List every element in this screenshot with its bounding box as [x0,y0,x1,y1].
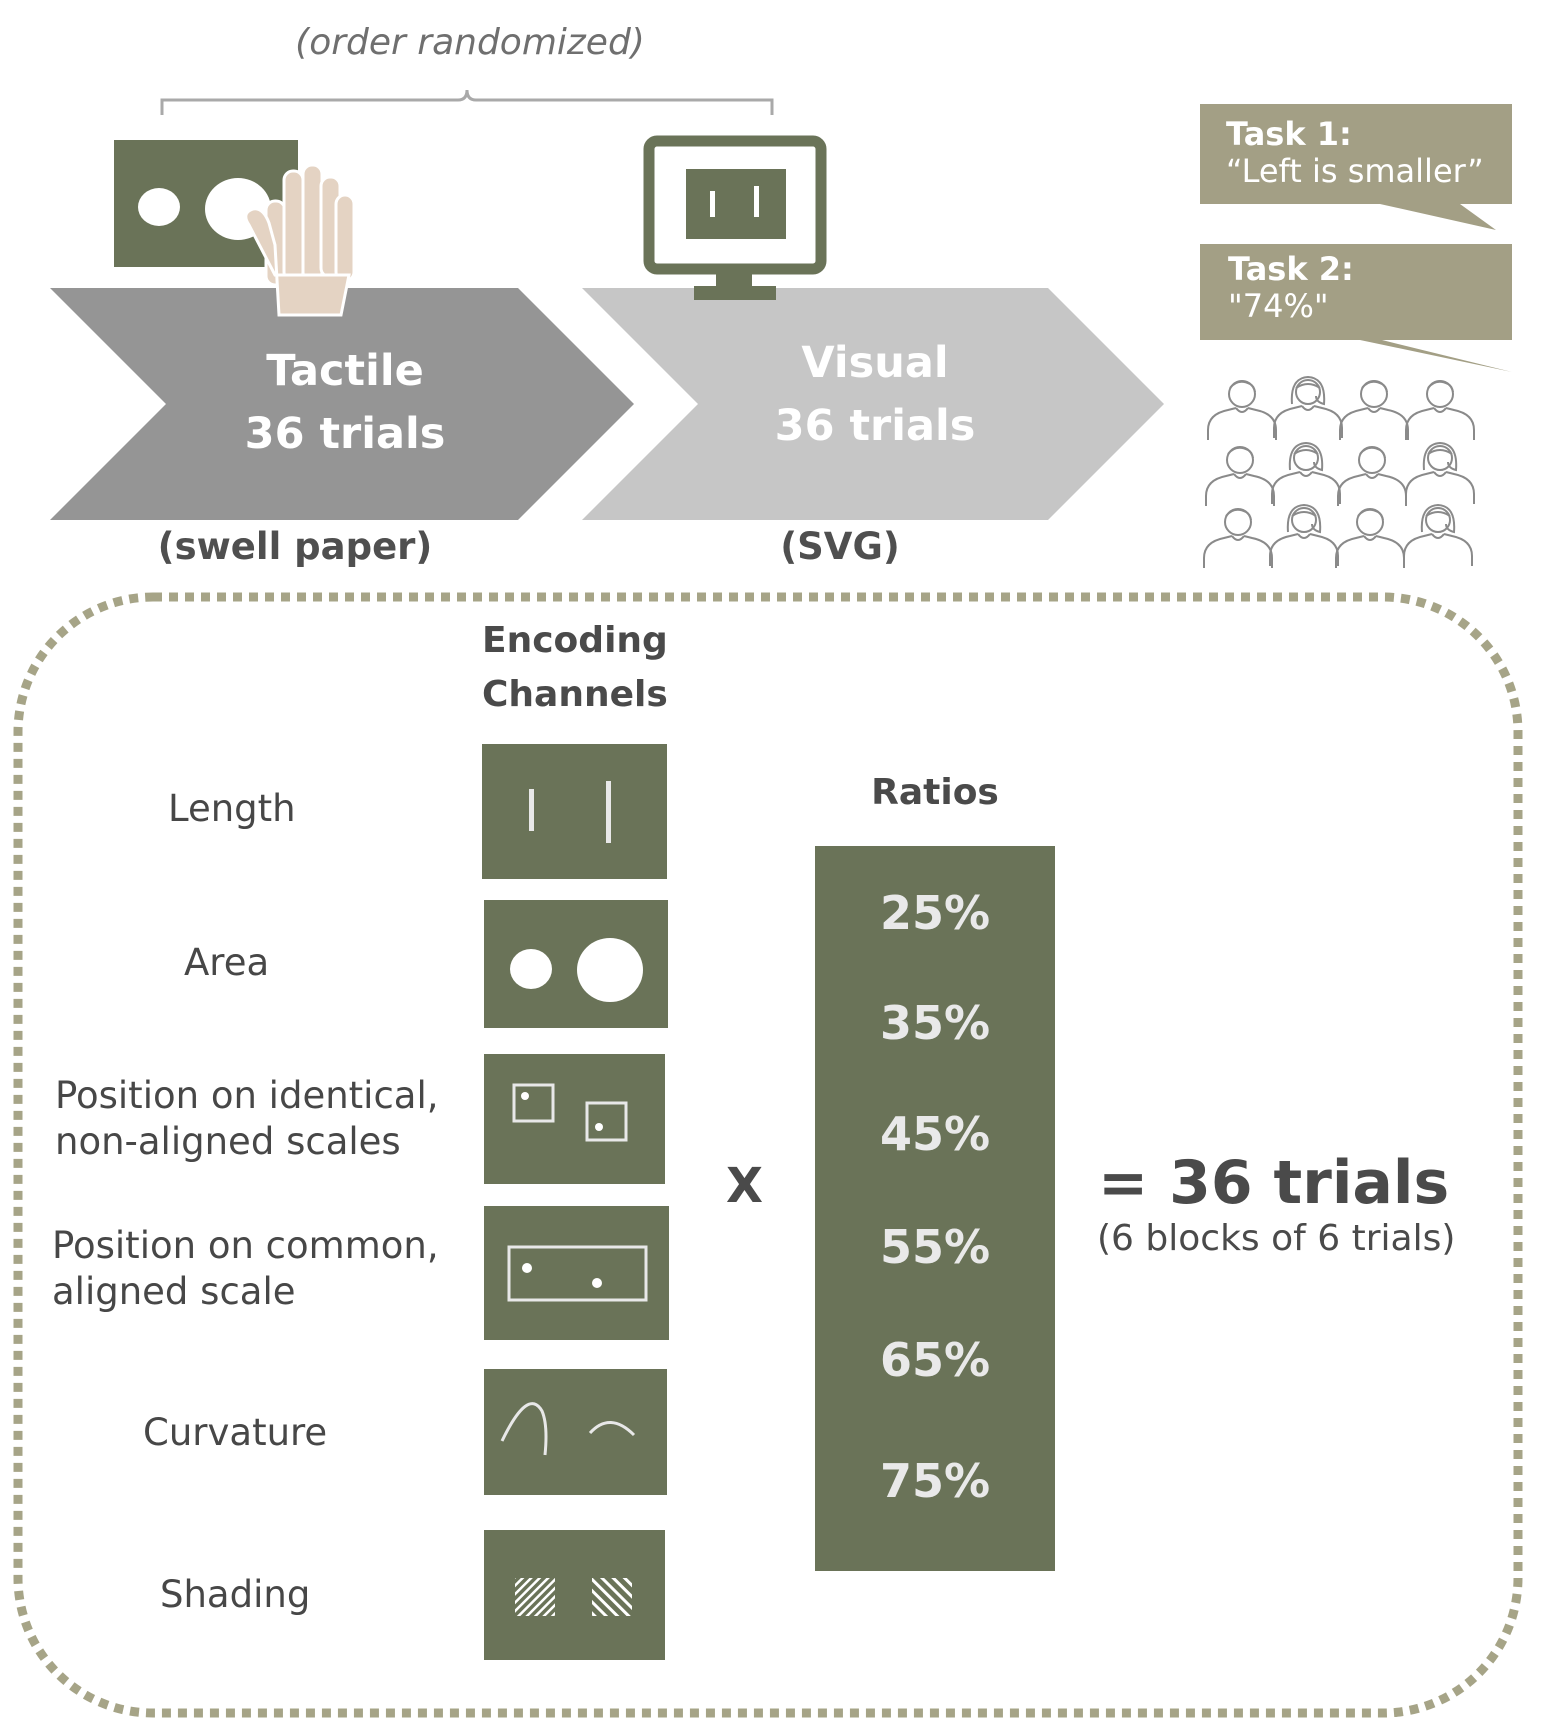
position-nonaligned-line2: non-aligned scales [55,1120,401,1163]
small-circle-icon [138,188,180,226]
ratio-value: 25% [879,886,991,940]
encoding-heading-line2: Channels [482,674,668,715]
tactile-arrow [50,288,634,520]
task-1-answer: “Left is smaller” [1226,152,1484,190]
ratios-heading: Ratios [871,772,999,813]
ratio-value: 35% [879,996,991,1050]
encoding-channels-heading: Encoding Channels [482,614,702,722]
channel-label-length: Length [168,787,296,830]
ratio-value: 55% [879,1220,991,1274]
channel-label-area: Area [184,941,270,984]
task-2-text: Task 2: "74%" [1228,251,1518,325]
ratios-panel: 25% 35% 45% 55% 65% 75% [815,846,1055,1571]
condition-arrows [50,288,1164,520]
position-aligned-icon [484,1206,669,1340]
visual-title: Visual [801,338,949,388]
ratio-value: 45% [879,1107,991,1161]
monitor-icon [643,135,827,300]
result-breakdown: (6 blocks of 6 trials) [1097,1218,1456,1259]
tactile-arrow-label: Tactile 36 trials [210,340,480,466]
task-1-text: Task 1: “Left is smaller” [1226,116,1516,190]
position-nonaligned-line1: Position on identical, [55,1074,439,1117]
result-total: = 36 trials [1098,1148,1450,1218]
encoding-heading-line1: Encoding [482,620,668,661]
task-1-title: Task 1: [1226,115,1352,153]
length-icon [482,744,667,879]
position-aligned-line2: aligned scale [52,1270,296,1313]
tactile-trials: 36 trials [244,409,446,459]
ratio-value: 75% [879,1454,991,1508]
visual-arrow-label: Visual 36 trials [740,332,1010,458]
area-icon [484,900,668,1028]
visual-arrow [582,288,1164,520]
tactile-title: Tactile [266,346,424,396]
channel-label-position-nonaligned: Position on identical, non-aligned scale… [55,1073,439,1165]
hand-icon [244,163,356,317]
ratio-value: 65% [879,1333,991,1387]
channel-label-curvature: Curvature [143,1411,328,1454]
shading-icon [484,1530,665,1660]
task-2-answer: "74%" [1228,287,1329,325]
channel-label-shading: Shading [160,1573,311,1616]
task-bubbles [1200,104,1512,372]
order-bracket [160,89,774,115]
curvature-icon [484,1369,667,1495]
task-2-bubble [1200,244,1512,372]
channel-label-position-aligned: Position on common, aligned scale [52,1223,439,1315]
multiply-operator: X [726,1158,764,1214]
position-aligned-line1: Position on common, [52,1224,439,1267]
order-randomized-note: (order randomized) [295,22,645,63]
position-nonaligned-icon [484,1054,665,1184]
visual-medium: (SVG) [780,525,900,568]
tactile-medium: (swell paper) [157,525,433,568]
task-1-bubble [1200,104,1512,230]
task-2-title: Task 2: [1228,250,1354,288]
visual-trials: 36 trials [774,401,976,451]
